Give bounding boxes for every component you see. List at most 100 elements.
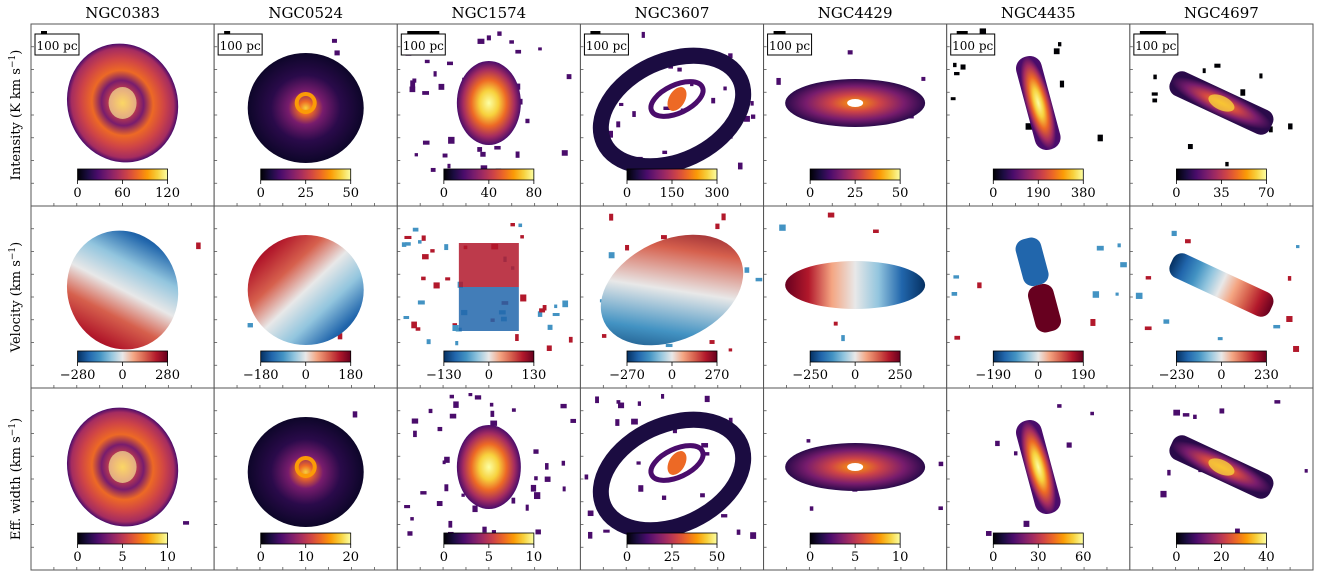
panel-effwidth-ngc0524: 0 10 20 bbox=[213, 387, 398, 571]
noise-pixel bbox=[721, 514, 728, 518]
scale-bar-label: 100 pc bbox=[403, 39, 444, 53]
colorbar bbox=[809, 532, 901, 545]
outer-ring bbox=[592, 47, 752, 175]
noise-pixel bbox=[951, 292, 958, 296]
noise-pixel bbox=[561, 460, 566, 466]
noise-pixel bbox=[482, 526, 487, 533]
noise-pixel bbox=[437, 426, 443, 432]
noise-pixel bbox=[542, 305, 547, 311]
noise-pixel bbox=[723, 86, 727, 91]
noise-pixel bbox=[480, 151, 486, 157]
noise-pixel bbox=[615, 419, 620, 426]
map-effwidth-ngc3607 bbox=[592, 411, 752, 539]
colorbar-tick-label: 10 bbox=[159, 550, 176, 565]
noise-pixel bbox=[1160, 490, 1167, 498]
nucleus bbox=[1208, 94, 1235, 112]
galaxy-name-ngc0524: NGC0524 bbox=[268, 4, 343, 22]
noise-pixel bbox=[607, 130, 613, 138]
colorbar-tick-label: 270 bbox=[705, 368, 730, 383]
noise-pixel bbox=[453, 401, 459, 408]
noise-pixel bbox=[1059, 80, 1065, 88]
panel-intensity-ngc0524: 100 pc 0 25 50 bbox=[213, 23, 398, 207]
nuclear-ring bbox=[294, 92, 317, 114]
noise-pixel bbox=[1097, 134, 1103, 142]
noise-pixel bbox=[704, 452, 710, 456]
noise-pixel bbox=[603, 529, 610, 533]
scale-bar-label: 100 pc bbox=[952, 39, 993, 53]
noise-pixel bbox=[1135, 292, 1143, 299]
noise-pixel bbox=[520, 235, 524, 239]
colorbar-tick-label: 190 bbox=[1026, 186, 1051, 201]
noise-pixel bbox=[455, 327, 462, 332]
colorbar bbox=[443, 350, 535, 363]
noise-pixel bbox=[1202, 68, 1206, 74]
scale-bar-label: 100 pc bbox=[586, 39, 627, 53]
noise-pixel bbox=[1167, 469, 1171, 476]
noise-pixel bbox=[422, 254, 429, 260]
gas-disk bbox=[456, 425, 521, 509]
noise-pixel bbox=[491, 530, 497, 534]
colorbar-tick-label: −180 bbox=[243, 368, 279, 383]
panel-intensity-ngc4435: 100 pc 0 190 380 bbox=[946, 23, 1131, 207]
noise-pixel bbox=[641, 31, 645, 38]
noise-pixel bbox=[438, 83, 445, 90]
colorbar bbox=[77, 532, 168, 545]
noise-pixel bbox=[1145, 276, 1152, 280]
scale-bar-box bbox=[34, 33, 80, 56]
gas-disk bbox=[247, 417, 364, 527]
noise-pixel bbox=[472, 505, 478, 513]
noise-pixel bbox=[636, 461, 641, 465]
noise-pixel bbox=[420, 491, 427, 495]
noise-pixel bbox=[1286, 316, 1293, 322]
noise-pixel bbox=[779, 224, 786, 231]
scale-bar bbox=[407, 31, 440, 34]
panel-intensity-ngc1574: 100 pc 0 40 80 bbox=[396, 23, 581, 207]
noise-pixel bbox=[560, 403, 567, 409]
noise-pixel bbox=[1025, 123, 1033, 130]
noise-pixel bbox=[525, 504, 529, 511]
noise-pixel bbox=[421, 235, 426, 241]
redshifted-side bbox=[458, 243, 519, 287]
noise-pixel bbox=[461, 493, 465, 497]
colorbar bbox=[260, 350, 352, 363]
noise-pixel bbox=[1163, 319, 1170, 324]
noise-pixel bbox=[417, 300, 425, 305]
nucleus bbox=[108, 87, 137, 119]
colorbar-tick-label: 120 bbox=[155, 186, 180, 201]
colorbar-tick-label: 0 bbox=[118, 368, 126, 383]
noise-pixel bbox=[977, 282, 982, 289]
noise-pixel bbox=[444, 244, 449, 251]
noise-pixel bbox=[1273, 324, 1281, 329]
panel-intensity-ngc3607: 100 pc 0 150 300 bbox=[579, 23, 765, 207]
noise-pixel bbox=[413, 430, 417, 438]
noise-pixel bbox=[433, 71, 437, 77]
noise-pixel bbox=[588, 531, 593, 539]
noise-pixel bbox=[847, 50, 853, 55]
colorbar-tick-label: 70 bbox=[1258, 186, 1275, 201]
noise-pixel bbox=[433, 282, 440, 289]
colorbar-tick-label: 0 bbox=[806, 550, 814, 565]
row-label-effwidth: Eff. width (km s−1) bbox=[8, 418, 24, 540]
outer-ring bbox=[592, 411, 752, 539]
noise-pixel bbox=[809, 506, 814, 511]
noise-pixel bbox=[183, 521, 190, 525]
noise-pixel bbox=[1171, 230, 1177, 237]
noise-pixel bbox=[953, 62, 957, 68]
noise-pixel bbox=[806, 439, 811, 443]
noise-pixel bbox=[430, 249, 435, 253]
map-effwidth-ngc1574 bbox=[456, 425, 521, 509]
noise-pixel bbox=[960, 64, 966, 70]
scale-bar bbox=[956, 31, 968, 34]
panel-effwidth-ngc3607: 0 25 50 bbox=[579, 387, 765, 571]
colorbar-tick-label: −190 bbox=[975, 368, 1011, 383]
map-effwidth-ngc0383 bbox=[66, 407, 179, 527]
colorbar-tick-label: 0 bbox=[806, 186, 814, 201]
noise-pixel bbox=[1182, 413, 1190, 417]
noise-pixel bbox=[755, 277, 763, 282]
noise-pixel bbox=[704, 395, 710, 403]
panel-velocity-ngc0383: −280 0 280 bbox=[30, 205, 215, 389]
scale-bar bbox=[1139, 31, 1166, 34]
noise-pixel bbox=[525, 118, 530, 124]
noise-pixel bbox=[637, 401, 642, 406]
noise-pixel bbox=[494, 145, 501, 150]
